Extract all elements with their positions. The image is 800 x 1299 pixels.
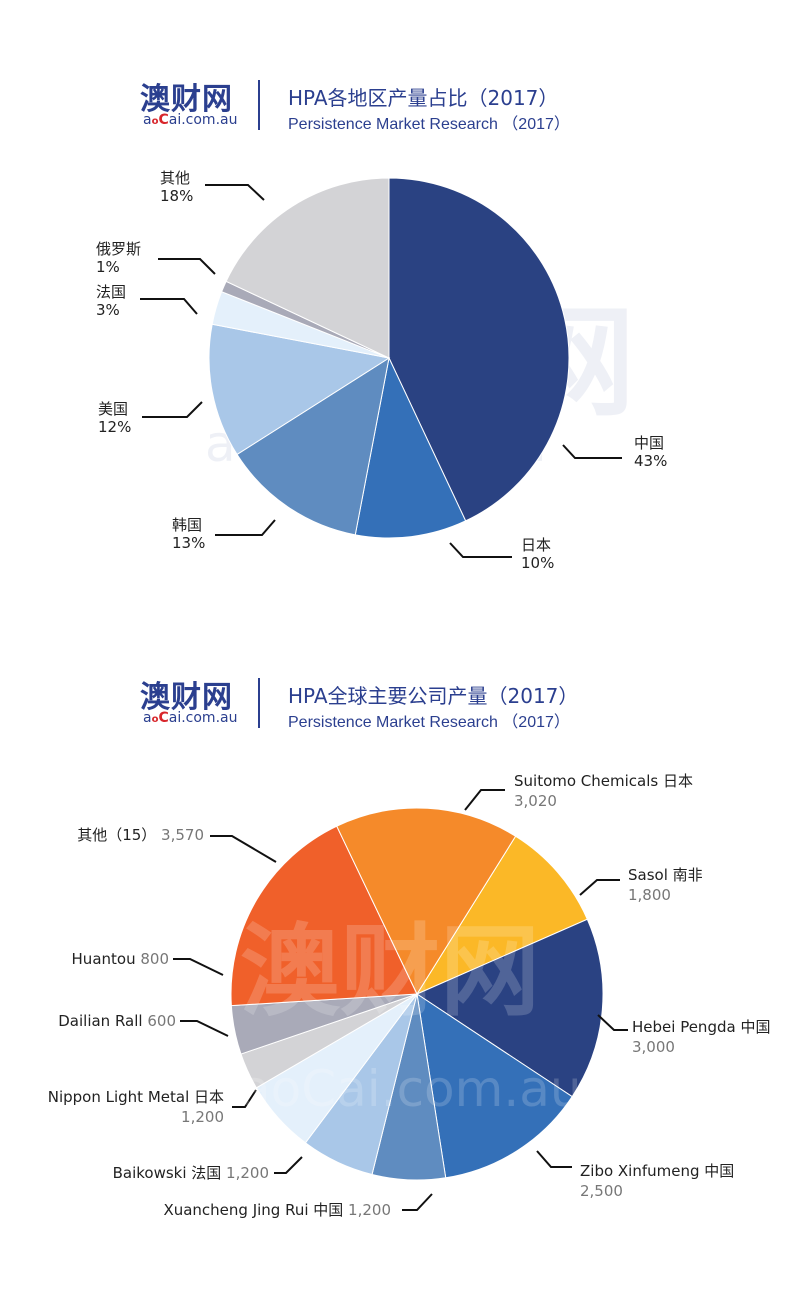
header-divider — [258, 80, 260, 130]
slice-name: Hebei Pengda 中国 — [632, 1018, 770, 1036]
slice-value: 3,020 — [514, 792, 557, 810]
chart-subtitle: Persistence Market Research （2017） — [288, 714, 570, 731]
slice-value: 3% — [96, 301, 120, 319]
slice-label: Huantou 800 — [72, 950, 169, 968]
slice-label: Baikowski 法国 1,200 — [113, 1164, 269, 1182]
panel-header: 澳财网 aoCai.com.au HPA全球主要公司产量（2017） Persi… — [0, 598, 800, 738]
slice-value: 12% — [98, 418, 131, 436]
pie-slice — [230, 825, 418, 1007]
slice-name: 俄罗斯 — [96, 240, 141, 258]
pie-slice — [388, 177, 570, 522]
logo-text: 澳财网 — [140, 680, 233, 715]
slice-name: Sasol 南非 — [628, 866, 703, 884]
leader-line — [274, 1156, 303, 1174]
chart-panel-companies: 澳财网 aoCai.com.au HPA全球主要公司产量（2017） Persi… — [0, 610, 800, 1299]
leader-line — [210, 835, 277, 863]
chart-panel-regions: 财网 aoCai.com.au 澳财网 aoCai.com.au HPA各地区产… — [0, 0, 800, 610]
pie-slice — [416, 992, 573, 1179]
leader-line — [579, 879, 620, 896]
slice-name: 法国 — [96, 283, 126, 301]
leader-line — [449, 542, 512, 558]
logo-domain: aoCai.com.au — [143, 112, 238, 128]
leader-line — [140, 298, 198, 315]
header-divider — [258, 678, 260, 728]
slice-name: 其他 — [160, 169, 190, 187]
leader-line — [142, 401, 203, 418]
slice-value: 10% — [521, 554, 554, 572]
logo-text: 澳财网 — [140, 82, 233, 117]
pie-slice — [415, 835, 588, 996]
slice-value: 3,000 — [632, 1038, 675, 1056]
slice-value: 1,200 — [181, 1108, 224, 1126]
pie-slice — [354, 356, 467, 539]
slice-name: 美国 — [98, 400, 128, 418]
leader-line — [173, 958, 224, 976]
slice-name: Nippon Light Metal 日本 — [48, 1088, 224, 1106]
leader-line — [562, 444, 622, 459]
leader-line — [464, 789, 505, 811]
chart-title: HPA全球主要公司产量（2017） — [288, 684, 579, 708]
slice-value: 43% — [634, 452, 667, 470]
leader-line — [597, 1014, 628, 1031]
chart-subtitle: Persistence Market Research （2017） — [288, 116, 570, 133]
slice-name: Suitomo Chemicals 日本 — [514, 772, 693, 790]
leader-line — [205, 184, 265, 201]
slice-label: Dailian Rall 600 — [58, 1012, 176, 1030]
pie-slice — [225, 177, 390, 359]
company-pie-chart: Sasol 南非 1,800 Hebei Pengda 中国 3,000 Zibo Xi… — [48, 772, 771, 1219]
pie-slice — [415, 918, 604, 1098]
pie-slice — [336, 807, 517, 996]
slice-name: 中国 — [634, 434, 664, 452]
slice-label: 其他（15） 3,570 — [77, 826, 204, 844]
slice-value: 18% — [160, 187, 193, 205]
slice-name: 日本 — [521, 536, 551, 554]
leader-line — [402, 1193, 433, 1211]
slice-value: 13% — [172, 534, 205, 552]
slice-value: 1,800 — [628, 886, 671, 904]
slice-label: Xuancheng Jing Rui 中国 1,200 — [163, 1201, 391, 1219]
leader-line — [158, 258, 216, 275]
pie-slice — [208, 323, 391, 456]
slice-value: 1% — [96, 258, 120, 276]
slice-name: 韩国 — [172, 516, 202, 534]
slice-name: Zibo Xinfumeng 中国 — [580, 1162, 734, 1180]
slice-value: 2,500 — [580, 1182, 623, 1200]
leader-line — [180, 1020, 229, 1037]
chart-title: HPA各地区产量占比（2017） — [288, 86, 559, 110]
logo-domain: aoCai.com.au — [143, 710, 238, 726]
leader-line — [536, 1150, 572, 1168]
pie-slice — [236, 356, 390, 536]
leader-line — [215, 519, 276, 536]
leader-line — [232, 1089, 257, 1108]
panel-header: 澳财网 aoCai.com.au HPA各地区产量占比（2017） Persis… — [0, 0, 800, 140]
